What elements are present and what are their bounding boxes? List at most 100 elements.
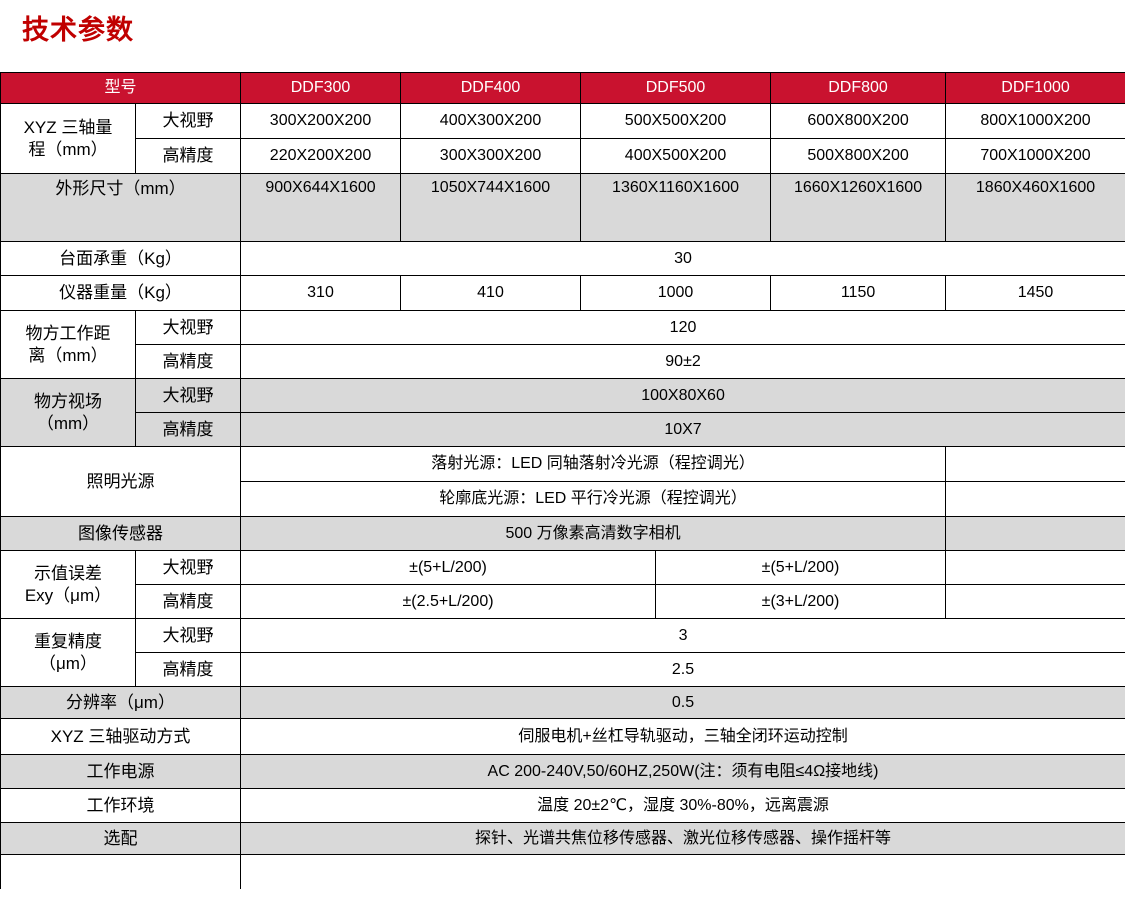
sublabel-high-precision: 高精度 xyxy=(134,412,242,447)
label-resolution: 分辨率（μm） xyxy=(0,686,242,719)
spec-table: 型号 DDF300 DDF400 DDF500 DDF800 DDF1000 X… xyxy=(0,72,1125,889)
value-cell: 400X500X200 xyxy=(580,138,772,174)
sublabel-high-precision: 高精度 xyxy=(134,138,242,174)
row-bench-load: 台面承重（Kg） 30 xyxy=(0,241,1125,276)
sublabel-high-precision: 高精度 xyxy=(134,344,242,379)
header-cell-model: 型号 xyxy=(0,72,242,104)
value-cell: 1450 xyxy=(945,275,1125,311)
value-cell: 1150 xyxy=(770,275,947,311)
value-cell: 100X80X60 xyxy=(240,378,1125,413)
sublabel-large-field: 大视野 xyxy=(134,103,242,139)
row-options: 选配 探针、光谱共焦位移传感器、激光位移传感器、操作摇杆等 xyxy=(0,822,1125,855)
empty-cell xyxy=(945,550,1125,585)
row-working-distance-precision: 高精度 90±2 xyxy=(1,344,1125,379)
empty-cell xyxy=(0,854,242,889)
value-cell: 410 xyxy=(400,275,582,311)
empty-cell xyxy=(945,516,1125,551)
label-working-distance: 物方工作距 离（mm） xyxy=(0,310,136,379)
label-bench-load: 台面承重（Kg） xyxy=(0,241,242,276)
label-weight: 仪器重量（Kg） xyxy=(0,275,242,311)
sublabel-large-field: 大视野 xyxy=(134,310,242,345)
label-power: 工作电源 xyxy=(0,754,242,789)
empty-cell xyxy=(945,446,1125,482)
empty-cell xyxy=(945,481,1125,517)
row-power: 工作电源 AC 200-240V,50/60HZ,250W(注：须有电阻≤4Ω接… xyxy=(0,754,1125,789)
label-illumination: 照明光源 xyxy=(0,446,242,517)
sublabel-large-field: 大视野 xyxy=(134,378,242,413)
value-cell: 温度 20±2℃，湿度 30%-80%，远离震源 xyxy=(240,788,1125,823)
row-indication-error-large: 示值误差 Exy（μm） 大视野 ±(5+L/200) ±(5+L/200) xyxy=(0,550,1125,619)
header-cell-ddf1000: DDF1000 xyxy=(945,72,1125,104)
value-cell: 220X200X200 xyxy=(240,138,402,174)
row-xyz-range-precision: 高精度 220X200X200 300X300X200 400X500X200 … xyxy=(1,138,1125,174)
label-drive: XYZ 三轴驱动方式 xyxy=(0,718,242,755)
row-repeatability-large: 重复精度 （μm） 大视野 3 xyxy=(0,618,1125,687)
sublabel-large-field: 大视野 xyxy=(134,550,242,585)
row-resolution: 分辨率（μm） 0.5 xyxy=(0,686,1125,719)
value-cell: 120 xyxy=(240,310,1125,345)
row-drive: XYZ 三轴驱动方式 伺服电机+丝杠导轨驱动，三轴全闭环运动控制 xyxy=(0,718,1125,755)
label-indication-error: 示值误差 Exy（μm） xyxy=(0,550,136,619)
value-cell: 600X800X200 xyxy=(770,103,947,139)
value-cell: 500X500X200 xyxy=(580,103,772,139)
label-xyz-range: XYZ 三轴量 程（mm） xyxy=(0,103,136,174)
value-cell: 伺服电机+丝杠导轨驱动，三轴全闭环运动控制 xyxy=(240,718,1125,755)
header-cell-ddf500: DDF500 xyxy=(580,72,772,104)
value-cell: 90±2 xyxy=(240,344,1125,379)
value-cell: AC 200-240V,50/60HZ,250W(注：须有电阻≤4Ω接地线) xyxy=(240,754,1125,789)
value-cell: 800X1000X200 xyxy=(945,103,1125,139)
header-cell-ddf400: DDF400 xyxy=(400,72,582,104)
row-indication-error-precision: 高精度 ±(2.5+L/200) ±(3+L/200) xyxy=(1,584,1125,619)
header-cell-ddf300: DDF300 xyxy=(240,72,402,104)
value-cell: 1000 xyxy=(580,275,772,311)
page-title: 技术参数 xyxy=(22,15,134,45)
header-cell-ddf800: DDF800 xyxy=(770,72,947,104)
row-image-sensor: 图像传感器 500 万像素高清数字相机 xyxy=(0,516,1125,551)
value-cell: ±(2.5+L/200) xyxy=(240,584,657,619)
value-cell: ±(5+L/200) xyxy=(655,550,947,585)
value-cell: 500 万像素高清数字相机 xyxy=(240,516,947,551)
value-cell: 30 xyxy=(240,241,1125,276)
value-cell: ±(5+L/200) xyxy=(240,550,657,585)
value-cell: 落射光源：LED 同轴落射冷光源（程控调光） xyxy=(240,446,947,482)
label-repeatability: 重复精度 （μm） xyxy=(0,618,136,687)
row-dimensions: 外形尺寸（mm） 900X644X1600 1050X744X1600 1360… xyxy=(0,173,1125,242)
row-working-distance-large: 物方工作距 离（mm） 大视野 120 xyxy=(0,310,1125,379)
value-cell: 400X300X200 xyxy=(400,103,582,139)
row-environment: 工作环境 温度 20±2℃，湿度 30%-80%，远离震源 xyxy=(0,788,1125,823)
value-cell: 1360X1160X1600 xyxy=(580,173,772,242)
row-empty xyxy=(0,854,1125,889)
sublabel-large-field: 大视野 xyxy=(134,618,242,653)
value-cell: 2.5 xyxy=(240,652,1125,687)
value-cell: 1660X1260X1600 xyxy=(770,173,947,242)
empty-cell xyxy=(240,854,1125,889)
value-cell: 轮廓底光源：LED 平行冷光源（程控调光） xyxy=(240,481,947,517)
value-cell: 0.5 xyxy=(240,686,1125,719)
value-cell: 700X1000X200 xyxy=(945,138,1125,174)
label-field-of-view: 物方视场 （mm） xyxy=(0,378,136,447)
value-cell: 500X800X200 xyxy=(770,138,947,174)
value-cell: 探针、光谱共焦位移传感器、激光位移传感器、操作摇杆等 xyxy=(240,822,1125,855)
row-fov-large: 物方视场 （mm） 大视野 100X80X60 xyxy=(0,378,1125,447)
value-cell: 3 xyxy=(240,618,1125,653)
row-illumination-1: 照明光源 落射光源：LED 同轴落射冷光源（程控调光） xyxy=(0,446,1125,517)
row-fov-precision: 高精度 10X7 xyxy=(1,412,1125,447)
row-weight: 仪器重量（Kg） 310 410 1000 1150 1450 xyxy=(0,275,1125,311)
value-cell: 300X200X200 xyxy=(240,103,402,139)
label-options: 选配 xyxy=(0,822,242,855)
sublabel-high-precision: 高精度 xyxy=(134,584,242,619)
value-cell: 310 xyxy=(240,275,402,311)
value-cell: 300X300X200 xyxy=(400,138,582,174)
header-row: 型号 DDF300 DDF400 DDF500 DDF800 DDF1000 xyxy=(0,72,1125,104)
value-cell: 10X7 xyxy=(240,412,1125,447)
label-environment: 工作环境 xyxy=(0,788,242,823)
sublabel-high-precision: 高精度 xyxy=(134,652,242,687)
row-repeatability-precision: 高精度 2.5 xyxy=(1,652,1125,687)
empty-cell xyxy=(945,584,1125,619)
row-illumination-2: 轮廓底光源：LED 平行冷光源（程控调光） xyxy=(1,481,1125,517)
value-cell: ±(3+L/200) xyxy=(655,584,947,619)
value-cell: 900X644X1600 xyxy=(240,173,402,242)
label-dimensions: 外形尺寸（mm） xyxy=(0,173,242,242)
value-cell: 1860X460X1600 xyxy=(945,173,1125,242)
value-cell: 1050X744X1600 xyxy=(400,173,582,242)
